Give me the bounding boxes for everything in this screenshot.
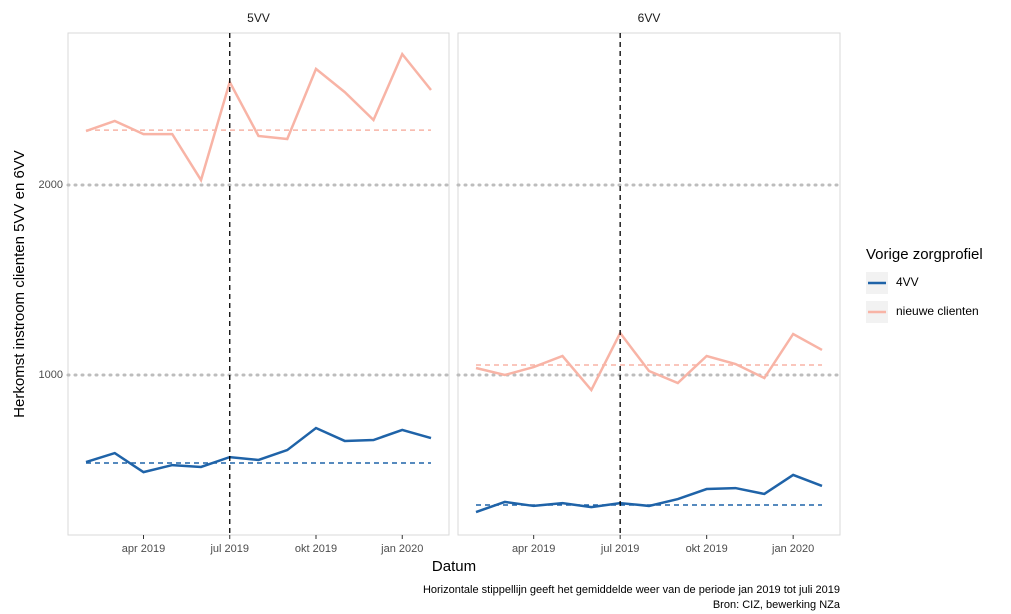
x-tick-label: okt 2019 bbox=[295, 543, 337, 555]
legend-label: nieuwe clienten bbox=[896, 304, 979, 318]
facet-title: 5VV bbox=[247, 11, 270, 25]
series-line bbox=[475, 330, 823, 393]
y-tick-label: 1000 bbox=[39, 369, 63, 381]
panel bbox=[67, 32, 450, 536]
caption: Horizontale stippellijn geeft het gemidd… bbox=[423, 584, 840, 596]
x-tick-label: apr 2019 bbox=[122, 543, 165, 555]
x-tick-label: jul 2019 bbox=[209, 543, 249, 555]
x-tick-label: jan 2020 bbox=[771, 543, 814, 555]
legend-title: Vorige zorgprofiel bbox=[866, 246, 983, 263]
x-tick-label: okt 2019 bbox=[686, 543, 728, 555]
x-tick-label: jul 2019 bbox=[600, 543, 640, 555]
x-tick-label: apr 2019 bbox=[512, 543, 555, 555]
panel bbox=[457, 32, 841, 536]
legend-label: 4VV bbox=[896, 275, 919, 289]
x-tick-label: jan 2020 bbox=[380, 543, 423, 555]
caption: Bron: CIZ, bewerking NZa bbox=[713, 599, 841, 611]
facet-title: 6VV bbox=[638, 11, 661, 25]
series-line bbox=[85, 426, 432, 474]
x-axis-title: Datum bbox=[432, 558, 476, 575]
series-line bbox=[85, 51, 432, 184]
series-line bbox=[475, 473, 823, 514]
y-axis-title: Herkomst instroom clienten 5VV en 6VV bbox=[11, 150, 28, 418]
y-tick-label: 2000 bbox=[39, 179, 63, 191]
